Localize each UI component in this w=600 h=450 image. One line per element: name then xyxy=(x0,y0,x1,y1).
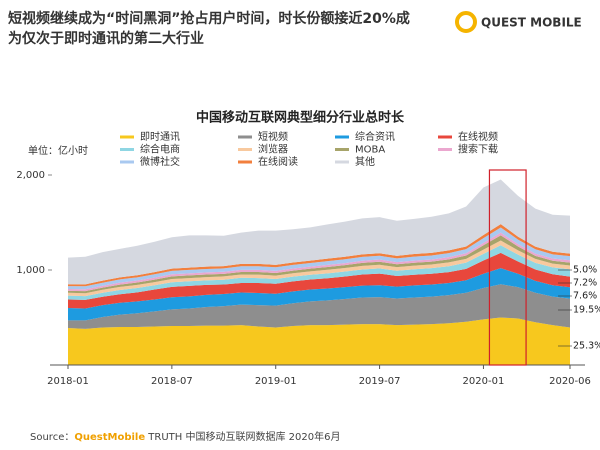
y-tick-label: 1,000 xyxy=(16,265,45,276)
logo: QUEST MOBILE xyxy=(455,11,582,33)
legend-label: 搜索下载 xyxy=(458,143,498,156)
legend-label: 短视频 xyxy=(258,130,288,143)
source-rest: TRUTH 中国移动互联网数据库 2020年6月 xyxy=(145,430,340,443)
annotation: 5.0% xyxy=(573,265,597,276)
legend-label: 浏览器 xyxy=(258,143,288,156)
highlight-box xyxy=(488,169,527,366)
legend-swatch xyxy=(238,160,252,164)
legend-label: MOBA xyxy=(355,145,385,156)
legend-swatch xyxy=(120,148,134,151)
legend-label: 其他 xyxy=(355,155,375,168)
legend-swatch xyxy=(238,148,252,151)
area xyxy=(68,252,570,309)
area xyxy=(68,284,570,329)
area xyxy=(68,245,570,300)
legend-label: 微博社交 xyxy=(140,155,180,168)
x-tick-label: 2018-01 xyxy=(47,376,89,387)
logo-icon xyxy=(455,11,477,33)
plot: 1,000 2,000 2018-01 2018-07 2019-01 2019-07 20… xyxy=(16,130,600,387)
legend-label: 即时通讯 xyxy=(140,131,180,143)
legend-swatch xyxy=(438,148,452,151)
legend-label: 在线阅读 xyxy=(258,155,298,168)
source-brand: QuestMobile xyxy=(74,432,145,443)
area xyxy=(68,268,570,321)
x-tick-label: 2020-06 xyxy=(549,376,591,387)
legend-label: 综合电商 xyxy=(140,143,180,156)
page-title: 短视频继续成为“时间黑洞”抢占用户时间，时长份额接近20%成 xyxy=(8,10,410,27)
legend-swatch xyxy=(238,135,252,139)
legend-swatch xyxy=(120,135,134,139)
annotation: 19.5% xyxy=(573,305,600,316)
legend-swatch xyxy=(335,135,349,139)
legend-swatch xyxy=(335,160,349,164)
x-tick-label: 2018-07 xyxy=(151,376,193,387)
annotation: 7.2% xyxy=(573,278,597,289)
logo-text: QUEST MOBILE xyxy=(481,16,582,30)
area xyxy=(68,317,570,365)
chart-title: 中国移动互联网典型细分行业总时长 xyxy=(196,110,405,126)
y-tick-label: 2,000 xyxy=(16,170,45,181)
page-title: 为仅次于即时通讯的第二大行业 xyxy=(8,30,204,47)
unit-label: 单位：亿小时 xyxy=(28,144,88,157)
source-prefix: Source： xyxy=(30,432,74,443)
annotation: 25.3% xyxy=(573,341,600,352)
legend-swatch xyxy=(335,148,349,151)
legend-label: 在线视频 xyxy=(458,130,498,143)
area xyxy=(68,179,570,285)
annotation: 7.6% xyxy=(573,291,597,302)
legend-swatch xyxy=(120,160,134,164)
x-tick-label: 2020-01 xyxy=(463,376,505,387)
x-tick-label: 2019-07 xyxy=(359,376,401,387)
legend-label: 综合资讯 xyxy=(355,130,395,143)
source: Source：QuestMobile TRUTH 中国移动互联网数据库 2020… xyxy=(30,430,340,443)
legend-swatch xyxy=(438,135,452,139)
x-tick-label: 2019-01 xyxy=(255,376,297,387)
